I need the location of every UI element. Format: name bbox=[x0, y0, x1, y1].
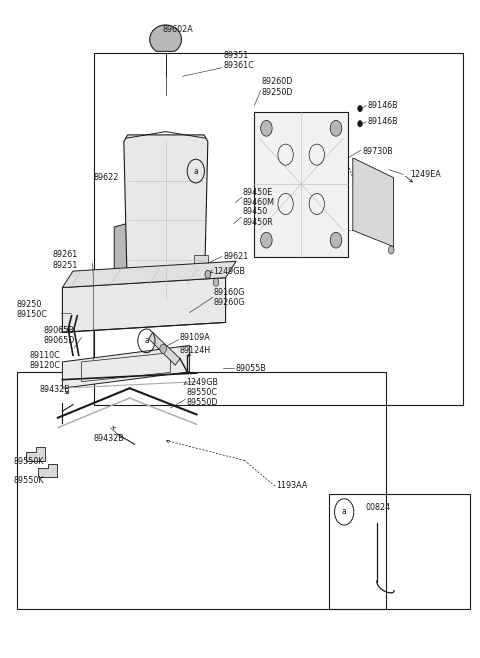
Text: 89432B: 89432B bbox=[94, 434, 124, 443]
Circle shape bbox=[160, 344, 167, 353]
Polygon shape bbox=[26, 447, 45, 461]
Polygon shape bbox=[38, 464, 57, 477]
Circle shape bbox=[261, 232, 272, 248]
Text: 89065B
89065D: 89065B 89065D bbox=[43, 326, 74, 345]
Text: 89450
89450R: 89450 89450R bbox=[242, 207, 273, 227]
Text: 89602A: 89602A bbox=[162, 25, 193, 34]
Text: 1249GB: 1249GB bbox=[186, 378, 218, 388]
Bar bbox=[254, 112, 348, 257]
Text: 89055B: 89055B bbox=[235, 364, 266, 373]
Text: 89432B: 89432B bbox=[39, 385, 70, 394]
Text: 89160G
89260G: 89160G 89260G bbox=[214, 288, 245, 307]
Text: 89550K: 89550K bbox=[13, 457, 44, 467]
Text: a: a bbox=[144, 336, 149, 345]
Text: 00824: 00824 bbox=[366, 503, 391, 513]
Text: 89250
89150C: 89250 89150C bbox=[17, 299, 48, 319]
Text: 89110C
89120C: 89110C 89120C bbox=[30, 351, 60, 370]
Polygon shape bbox=[62, 345, 190, 388]
Text: 89261
89251: 89261 89251 bbox=[53, 250, 78, 270]
Text: 89550K: 89550K bbox=[13, 476, 44, 485]
Text: 89351
89361C: 89351 89361C bbox=[223, 51, 254, 70]
Polygon shape bbox=[194, 255, 208, 283]
Circle shape bbox=[330, 120, 342, 136]
Polygon shape bbox=[62, 278, 226, 332]
Text: 89622: 89622 bbox=[94, 173, 119, 182]
Polygon shape bbox=[62, 261, 236, 288]
Circle shape bbox=[213, 278, 219, 286]
Circle shape bbox=[261, 120, 272, 136]
Text: 89260D
89250D: 89260D 89250D bbox=[262, 77, 293, 97]
Circle shape bbox=[388, 246, 394, 254]
Text: 89146B: 89146B bbox=[367, 117, 398, 126]
Text: a: a bbox=[193, 166, 198, 176]
Polygon shape bbox=[353, 158, 394, 247]
Polygon shape bbox=[121, 296, 210, 309]
Circle shape bbox=[330, 232, 342, 248]
Text: 1249EA: 1249EA bbox=[410, 170, 441, 179]
Text: 89109A: 89109A bbox=[180, 333, 211, 342]
Polygon shape bbox=[150, 25, 181, 51]
Polygon shape bbox=[149, 332, 180, 365]
Bar bbox=[17, 372, 386, 609]
Text: 89146B: 89146B bbox=[367, 101, 398, 110]
Circle shape bbox=[358, 105, 362, 112]
Text: 89450E
89460M: 89450E 89460M bbox=[242, 188, 275, 207]
Circle shape bbox=[205, 270, 211, 278]
Bar bbox=[94, 53, 463, 405]
Text: 89621: 89621 bbox=[223, 252, 249, 261]
Circle shape bbox=[358, 120, 362, 127]
Text: 89550C
89550D: 89550C 89550D bbox=[186, 388, 218, 407]
Polygon shape bbox=[124, 135, 208, 306]
Text: 89124H: 89124H bbox=[180, 345, 211, 355]
Text: 1249GB: 1249GB bbox=[214, 266, 246, 276]
Text: a: a bbox=[342, 507, 347, 517]
Bar bbox=[329, 494, 470, 609]
Text: 1193AA: 1193AA bbox=[276, 481, 307, 490]
Polygon shape bbox=[114, 224, 129, 283]
Text: 89730B: 89730B bbox=[362, 147, 393, 156]
